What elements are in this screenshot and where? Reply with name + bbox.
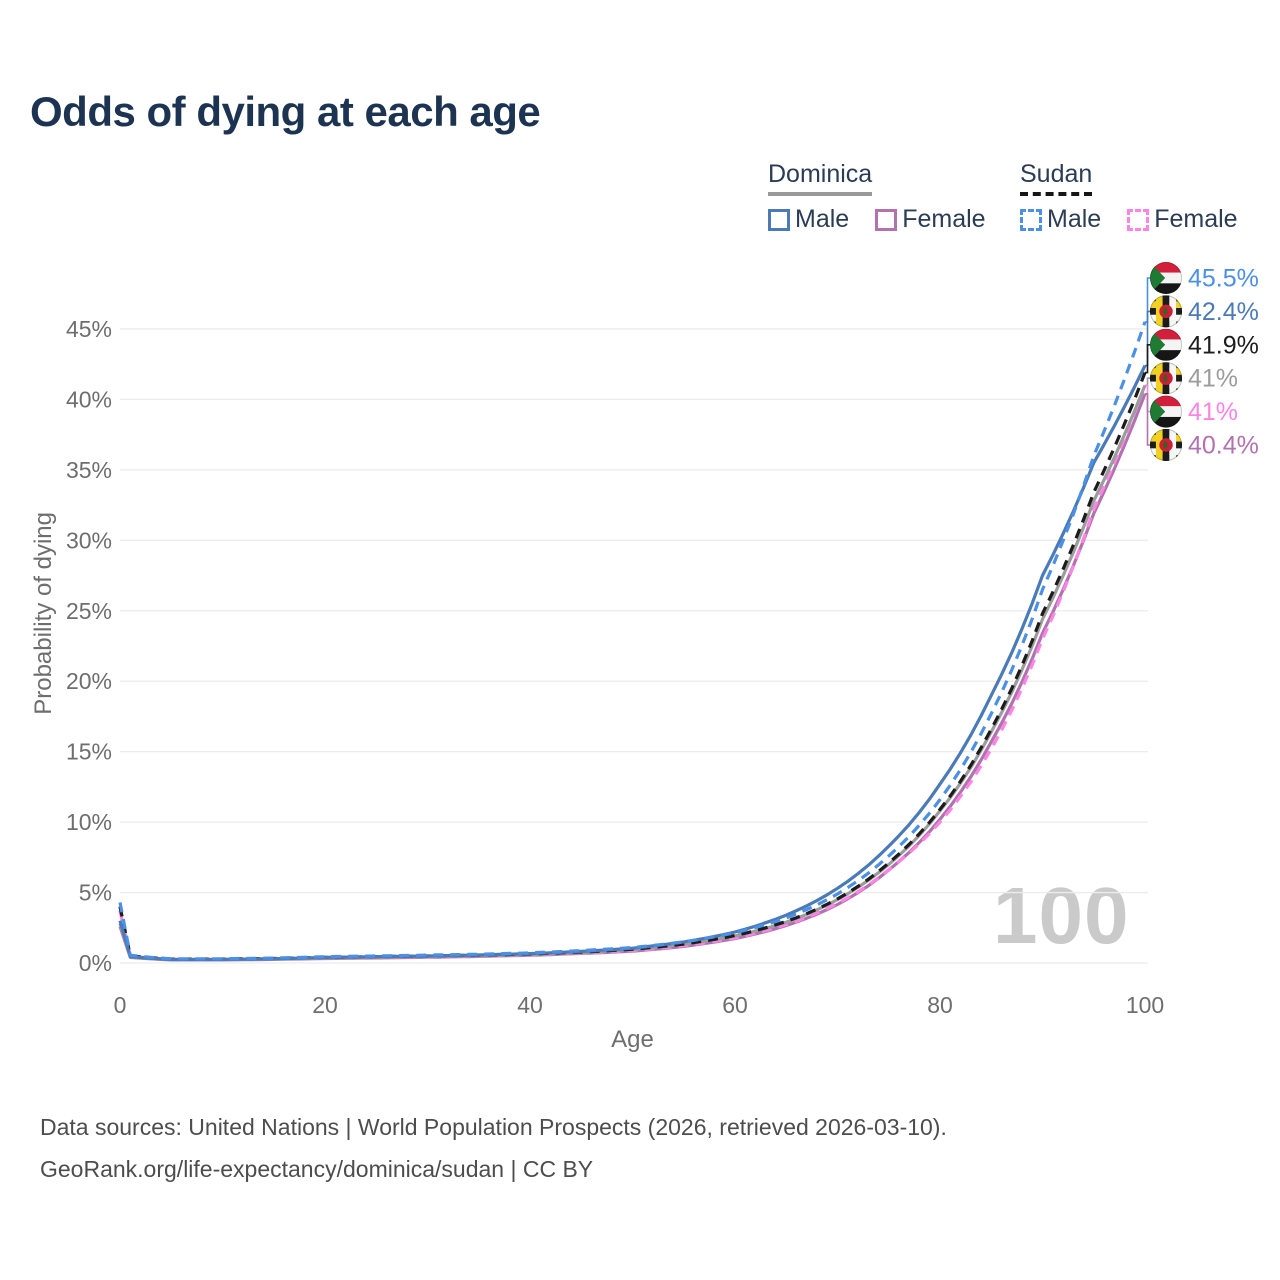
footer: Data sources: United Nations | World Pop… (40, 1106, 947, 1190)
y-tick-35: 35% (66, 457, 112, 483)
hovered-age-watermark: 100 (993, 871, 1130, 960)
end-label-value: 45.5% (1188, 265, 1259, 293)
flag-icon-dominica (1149, 295, 1183, 328)
end-label-value: 40.4% (1188, 432, 1259, 460)
x-tick-60: 60 (722, 992, 748, 1018)
flag-icon-sudan (1149, 261, 1183, 295)
end-label-sudan-female: 41% (1145, 384, 1238, 428)
legend-item-sudan-male[interactable]: Male (1020, 205, 1101, 234)
x-tick-100: 100 (1126, 992, 1164, 1018)
end-label-value: 41% (1188, 365, 1238, 393)
end-label-sudan-male: 45.5% (1145, 261, 1259, 323)
y-tick-5: 5% (79, 880, 112, 906)
legend-item-dominica-male[interactable]: Male (768, 205, 849, 234)
legend-country-dominica: Dominica (768, 160, 873, 196)
x-tick-20: 20 (312, 992, 338, 1018)
legend-item-dominica-female[interactable]: Female (875, 205, 986, 234)
end-label-sudan-both-sexes: 41.9% (1145, 328, 1259, 374)
y-tick-40: 40% (66, 386, 112, 412)
end-label-dominica-both-sexes: 41% (1145, 362, 1238, 395)
series-line-dominica-both-sexes[interactable] (118, 384, 1147, 962)
footer-attribution: GeoRank.org/life-expectancy/dominica/sud… (40, 1156, 594, 1182)
legend-swatch-icon (768, 208, 790, 231)
x-tick-0: 0 (114, 992, 127, 1018)
legend-swatch-icon (1020, 208, 1042, 231)
y-axis-title: Probability of dying (30, 512, 57, 715)
y-tick-45: 45% (66, 316, 112, 342)
page-title: Odds of dying at each age (30, 88, 541, 135)
series-line-dominica-female[interactable] (118, 393, 1147, 962)
series-line-sudan-male[interactable] (118, 321, 1147, 961)
series-line-sudan-female[interactable] (118, 384, 1147, 961)
x-axis-title: Age (611, 1026, 654, 1053)
x-tick-40: 40 (517, 992, 543, 1018)
end-label-dominica-female: 40.4% (1145, 393, 1259, 462)
legend-item-label: Male (1047, 205, 1102, 233)
series-line-sudan-both-sexes[interactable] (118, 372, 1147, 961)
flag-icon-dominica (1149, 362, 1183, 395)
legend-group-sudan: Sudan Male Female (1020, 160, 1264, 234)
y-tick-0: 0% (79, 950, 112, 976)
legend-item-sudan-female[interactable]: Female (1127, 205, 1238, 234)
end-label-value: 42.4% (1188, 298, 1259, 326)
y-tick-20: 20% (66, 668, 112, 694)
y-tick-25: 25% (66, 598, 112, 624)
legend-swatch-icon (875, 208, 898, 231)
legend-item-label: Female (1154, 205, 1238, 233)
legend-swatch-icon (1127, 208, 1150, 231)
end-label-connector (1145, 393, 1153, 446)
flag-icon-sudan (1149, 395, 1183, 428)
flag-icon-sudan (1149, 328, 1183, 361)
y-tick-15: 15% (66, 739, 112, 765)
x-tick-80: 80 (927, 992, 953, 1018)
end-label-value: 41.9% (1188, 331, 1259, 359)
legend-group-dominica: Dominica Male Female (768, 160, 1012, 234)
legend-item-label: Male (795, 205, 850, 233)
flag-icon-dominica (1149, 428, 1183, 462)
series-line-dominica-male[interactable] (118, 364, 1147, 962)
footer-sources: Data sources: United Nations | World Pop… (40, 1114, 947, 1140)
end-label-value: 41% (1188, 398, 1238, 426)
y-tick-10: 10% (66, 809, 112, 835)
y-tick-30: 30% (66, 527, 112, 553)
legend-country-sudan: Sudan (1020, 160, 1093, 196)
end-label-dominica-male: 42.4% (1145, 295, 1259, 367)
legend-item-label: Female (902, 205, 986, 233)
